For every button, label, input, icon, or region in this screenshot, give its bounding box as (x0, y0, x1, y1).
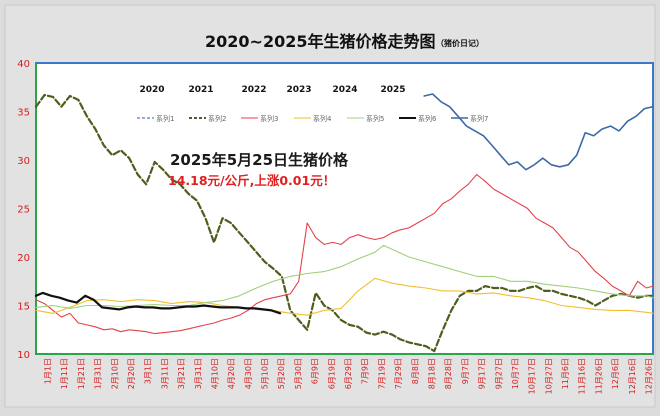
x-tick-label: 8月18日 (427, 358, 436, 389)
year-label: 2024 (332, 85, 357, 95)
x-tick-label: 7月9日 (361, 358, 370, 384)
year-label: 2022 (241, 85, 266, 95)
series-line-5 (35, 244, 654, 309)
x-tick-label: 2月10日 (110, 358, 119, 389)
x-tick-label: 1月11日 (60, 358, 69, 389)
legend-label: 系列3 (260, 114, 278, 123)
x-tick-label: 2月20日 (127, 358, 136, 389)
series-line-3 (35, 173, 654, 335)
x-tick-label: 1月1日 (44, 358, 53, 384)
x-tick-label: 7月19日 (377, 358, 386, 389)
x-tick-label: 7月29日 (394, 358, 403, 389)
legend-label: 系列4 (313, 114, 332, 123)
legend-label: 系列7 (470, 114, 488, 123)
x-tick-label: 9月7日 (461, 358, 470, 384)
legend-label: 系列6 (418, 114, 437, 123)
x-tick-label: 9月17日 (478, 358, 487, 389)
x-tick-label: 12月16日 (628, 358, 637, 394)
year-label: 2020 (139, 85, 164, 95)
series-line-7 (423, 93, 654, 171)
plot-area (35, 62, 654, 355)
y-tick-label: 40 (17, 59, 30, 70)
chart-title: 2020~2025年生猪价格走势图 (205, 32, 435, 51)
x-tick-label: 10月27日 (544, 358, 553, 394)
y-tick-label: 35 (17, 108, 30, 119)
chart-title-note: （猪价日记） (436, 38, 484, 48)
y-tick-label: 25 (17, 205, 30, 216)
x-tick-label: 10月7日 (511, 358, 520, 389)
x-tick-label: 6月29日 (344, 358, 353, 389)
annotation-detail: 14.18元/公斤,上涨0.01元！ (168, 173, 335, 188)
legend-label: 系列2 (208, 114, 226, 123)
x-tick-label: 3月31日 (194, 358, 203, 389)
y-tick-label: 15 (17, 302, 30, 313)
legend-label: 系列1 (156, 114, 174, 123)
x-tick-label: 9月27日 (494, 358, 503, 389)
series-line-6 (34, 291, 282, 315)
x-tick-label: 11月6日 (561, 358, 570, 389)
x-tick-label: 12月6日 (611, 358, 620, 389)
x-tick-label: 6月19日 (327, 358, 336, 389)
series-layer (34, 93, 655, 353)
x-tick-label: 11月26日 (594, 358, 603, 394)
year-labels: 2020 2021 2022 2023 2024 2025 (139, 85, 405, 95)
x-tick-label: 5月10日 (261, 358, 270, 389)
x-tick-label: 4月30日 (244, 358, 253, 389)
x-tick-label: 5月30日 (294, 358, 303, 389)
y-tick-label: 30 (17, 156, 30, 167)
year-label: 2021 (188, 85, 213, 95)
x-tick-label: 5月20日 (277, 358, 286, 389)
x-tick-label: 4月10日 (210, 358, 219, 389)
x-axis-ticks: 1月1日 1月11日 1月21日 1月31日 2月10日 2月20日 3月1日 3月11日 3月… (44, 358, 654, 394)
series-line-4 (35, 277, 654, 316)
series-line-2 (34, 93, 655, 353)
x-tick-label: 10月17日 (528, 358, 537, 394)
x-tick-label: 3月11日 (160, 358, 169, 389)
x-tick-label: 3月1日 (144, 358, 153, 384)
legend-label: 系列5 (366, 114, 384, 123)
x-tick-label: 6月9日 (311, 358, 320, 384)
x-tick-label: 8月8日 (411, 358, 420, 384)
year-label: 2023 (286, 85, 311, 95)
x-tick-label: 11月16日 (578, 358, 587, 394)
legend: 系列1 系列2 系列3 系列4 系列5 系列6 系列7 (137, 114, 488, 123)
annotation-headline: 2025年5月25日生猪价格 (170, 151, 349, 169)
x-tick-label: 3月21日 (177, 358, 186, 389)
x-tick-label: 12月26日 (645, 358, 654, 394)
y-axis-ticks: 10 15 20 25 30 35 40 (17, 59, 30, 361)
x-tick-label: 1月31日 (94, 358, 103, 389)
x-tick-label: 4月20日 (227, 358, 236, 389)
y-tick-label: 10 (17, 350, 30, 361)
x-tick-label: 8月28日 (444, 358, 453, 389)
y-tick-label: 20 (17, 253, 30, 264)
x-tick-label: 1月21日 (77, 358, 86, 389)
year-label: 2025 (380, 85, 405, 95)
